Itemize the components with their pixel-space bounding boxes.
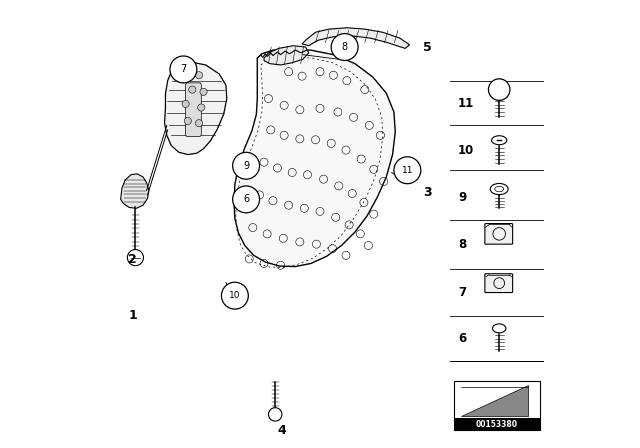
Text: 10: 10 bbox=[229, 291, 241, 300]
FancyBboxPatch shape bbox=[485, 274, 513, 293]
Polygon shape bbox=[164, 62, 227, 155]
Text: 3: 3 bbox=[423, 186, 432, 199]
Circle shape bbox=[488, 79, 510, 100]
Circle shape bbox=[233, 152, 260, 179]
Ellipse shape bbox=[493, 324, 506, 333]
Polygon shape bbox=[461, 385, 529, 416]
Bar bbox=[454, 381, 540, 430]
Ellipse shape bbox=[490, 184, 508, 194]
Circle shape bbox=[182, 100, 189, 108]
Text: 7: 7 bbox=[458, 286, 466, 299]
Text: 10: 10 bbox=[458, 143, 474, 157]
Text: 11: 11 bbox=[458, 96, 474, 110]
Circle shape bbox=[195, 72, 203, 79]
Text: 9: 9 bbox=[243, 161, 249, 171]
Text: 8: 8 bbox=[342, 42, 348, 52]
Text: 9: 9 bbox=[458, 190, 466, 204]
FancyBboxPatch shape bbox=[186, 83, 202, 137]
Bar bbox=[454, 418, 540, 430]
Text: 11: 11 bbox=[402, 166, 413, 175]
Circle shape bbox=[180, 68, 187, 75]
Text: 6: 6 bbox=[458, 332, 466, 345]
Ellipse shape bbox=[492, 136, 507, 145]
Polygon shape bbox=[302, 28, 410, 48]
Polygon shape bbox=[264, 46, 309, 65]
Polygon shape bbox=[121, 174, 149, 208]
Text: 00153380: 00153380 bbox=[476, 420, 518, 429]
Circle shape bbox=[394, 157, 421, 184]
Circle shape bbox=[200, 88, 207, 95]
Circle shape bbox=[198, 104, 205, 111]
FancyBboxPatch shape bbox=[485, 224, 513, 244]
Circle shape bbox=[127, 250, 143, 266]
Text: 8: 8 bbox=[458, 237, 466, 251]
Circle shape bbox=[332, 34, 358, 60]
Polygon shape bbox=[234, 49, 396, 267]
Text: 2: 2 bbox=[129, 253, 137, 267]
Text: 5: 5 bbox=[423, 40, 432, 54]
Text: 6: 6 bbox=[243, 194, 249, 204]
Circle shape bbox=[184, 117, 191, 125]
Circle shape bbox=[170, 56, 197, 83]
Circle shape bbox=[195, 120, 203, 127]
Circle shape bbox=[233, 186, 260, 213]
Text: 4: 4 bbox=[278, 424, 286, 438]
Circle shape bbox=[269, 408, 282, 421]
Text: 7: 7 bbox=[180, 65, 186, 74]
Text: 1: 1 bbox=[129, 309, 137, 323]
Circle shape bbox=[221, 282, 248, 309]
Circle shape bbox=[189, 86, 196, 93]
